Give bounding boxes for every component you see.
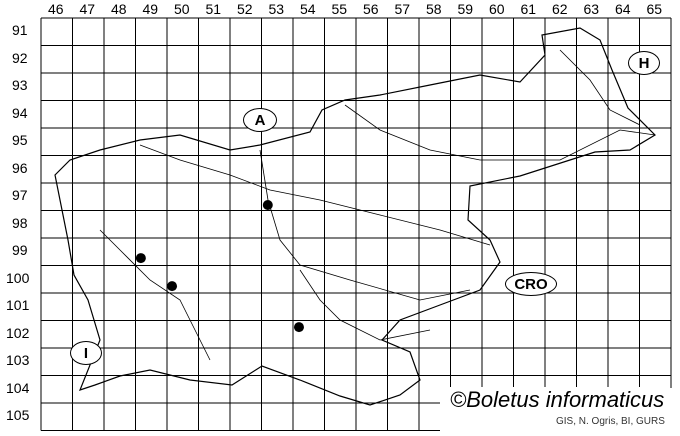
river <box>259 149 471 301</box>
record-point <box>262 200 273 210</box>
grid-lines <box>40 17 672 431</box>
river <box>139 144 491 246</box>
column-label: 56 <box>363 1 379 17</box>
column-label: 54 <box>300 1 316 17</box>
slovenia-border <box>54 27 656 406</box>
column-label: 48 <box>111 1 127 17</box>
column-label: 49 <box>142 1 159 17</box>
river <box>299 269 431 341</box>
column-label: 58 <box>426 1 442 17</box>
column-label: 57 <box>394 1 411 17</box>
river <box>344 104 656 161</box>
row-label: 101 <box>6 297 30 313</box>
rivers <box>99 49 656 361</box>
row-label: 96 <box>12 159 28 176</box>
country-label-italy: I <box>70 341 102 365</box>
watermark: ©Boletus informaticus <box>446 387 669 413</box>
label-text: I <box>83 344 89 362</box>
row-label: 102 <box>6 324 30 341</box>
label-text: CRO <box>514 275 548 293</box>
record-point <box>135 253 146 264</box>
record-point <box>293 322 304 333</box>
row-label: 92 <box>12 49 28 66</box>
column-label: 47 <box>79 1 96 17</box>
column-label: 46 <box>48 1 64 17</box>
column-label: 63 <box>583 1 600 17</box>
column-label: 61 <box>520 1 537 17</box>
country-border <box>54 27 656 406</box>
row-label: 103 <box>6 352 30 368</box>
column-label: 64 <box>615 1 631 17</box>
column-label: 60 <box>489 1 505 17</box>
column-label: 55 <box>331 1 348 17</box>
row-label: 105 <box>6 407 30 423</box>
column-label: 53 <box>268 1 285 17</box>
label-text: A <box>254 111 266 129</box>
row-label: 93 <box>12 77 28 93</box>
row-label: 91 <box>12 22 28 38</box>
row-label: 99 <box>12 242 28 258</box>
record-point <box>167 281 178 292</box>
credit-text: GIS, N. Ogris, BI, GURS <box>554 416 667 427</box>
label-text: H <box>638 54 650 72</box>
country-label-austria: A <box>243 108 277 132</box>
row-label: 98 <box>12 214 28 231</box>
row-label: 97 <box>12 187 28 203</box>
column-label: 62 <box>552 1 568 17</box>
column-label: 52 <box>237 1 253 17</box>
column-label: 65 <box>646 1 663 17</box>
column-label: 50 <box>174 1 190 17</box>
row-label: 100 <box>6 269 30 286</box>
river <box>99 229 211 361</box>
row-label: 95 <box>12 132 28 148</box>
country-label-hungary: H <box>628 51 660 75</box>
country-label-croatia: CRO <box>505 272 557 296</box>
river <box>559 49 641 126</box>
row-label: 94 <box>12 104 28 121</box>
row-label: 104 <box>6 379 30 396</box>
column-label: 51 <box>205 1 222 17</box>
column-label: 59 <box>457 1 474 17</box>
